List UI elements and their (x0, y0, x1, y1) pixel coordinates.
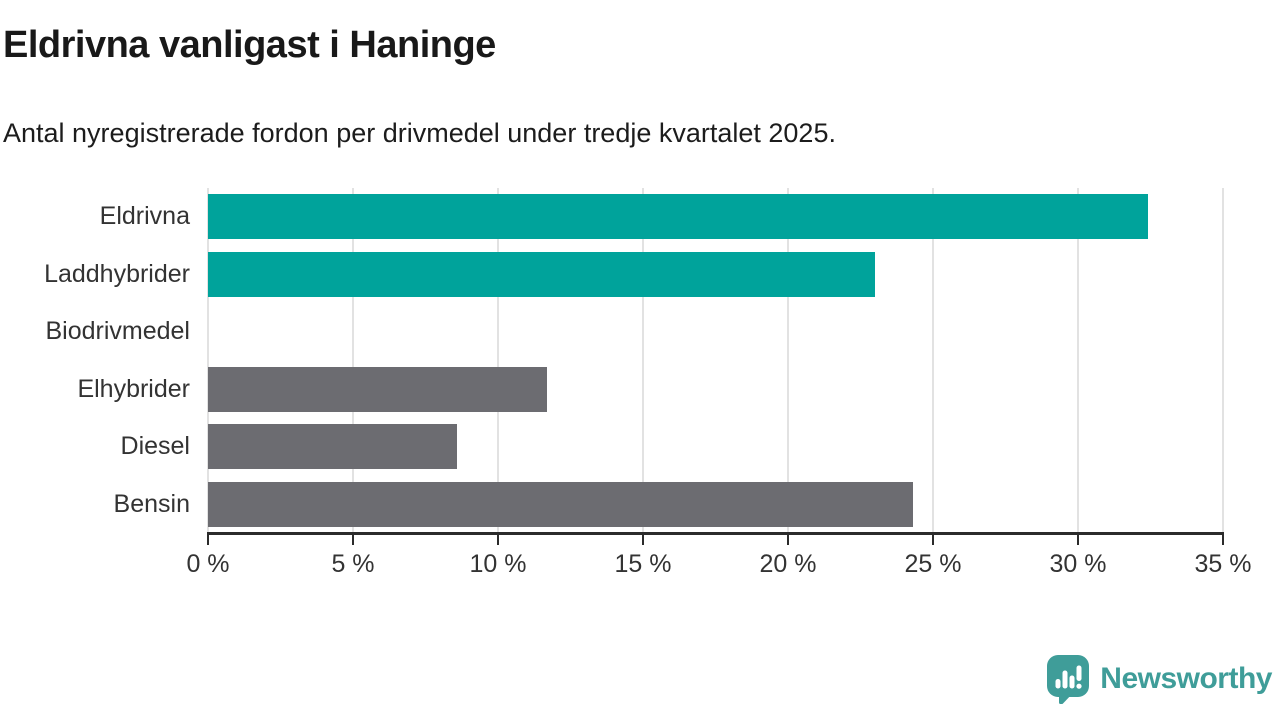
category-label: Eldrivna (99, 202, 190, 231)
gridline (1077, 188, 1079, 533)
gridline (932, 188, 934, 533)
x-tick-label: 10 % (469, 550, 527, 578)
x-tick-mark (642, 532, 644, 545)
category-label: Diesel (120, 432, 190, 461)
bar-elhybrider (208, 366, 548, 412)
plot-area (207, 188, 1224, 533)
x-tick-mark (932, 532, 934, 545)
x-tick-mark (786, 532, 789, 545)
chart-subtitle: Antal nyregistrerade fordon per drivmede… (3, 118, 836, 148)
bar-diesel (208, 424, 458, 470)
x-tick-mark (351, 532, 354, 545)
bar-laddhybrider (208, 251, 875, 297)
category-label: Biodrivmedel (45, 317, 190, 346)
x-tick-mark (496, 532, 499, 545)
chart-title: Eldrivna vanligast i Haninge (3, 24, 496, 66)
bar-bensin (208, 481, 913, 527)
category-label-column: Eldrivna Laddhybrider Biodrivmedel Elhybrid… (0, 188, 190, 533)
x-tick-label: 0 % (186, 550, 230, 578)
x-tick-label: 35 % (1194, 550, 1252, 578)
brand-name: Newsworthy (1100, 662, 1272, 695)
category-label: Laddhybrider (44, 259, 190, 288)
x-axis: 0 % 5 % 10 % 15 % 20 % 25 % 30 % 35 % (186, 532, 1251, 587)
x-axis-line (208, 532, 1223, 535)
brand-footer: Newsworthy (1045, 654, 1272, 704)
gridline (786, 188, 789, 533)
category-label: Bensin (113, 489, 190, 518)
gridline (642, 188, 644, 533)
newsworthy-logo-icon (1047, 655, 1090, 704)
gridline (1222, 188, 1224, 533)
x-tick-mark (1077, 532, 1079, 545)
bar-eldrivna (208, 194, 1148, 240)
gridline (496, 188, 499, 533)
x-tick-mark (207, 532, 209, 545)
x-tick-mark (1222, 532, 1224, 545)
x-tick-label: 30 % (1049, 550, 1107, 578)
gridline (207, 188, 209, 533)
gridline (351, 188, 354, 533)
x-tick-label: 15 % (614, 550, 672, 578)
category-label: Elhybrider (77, 374, 190, 403)
x-tick-label: 25 % (904, 550, 962, 578)
x-tick-label: 5 % (331, 550, 375, 578)
x-tick-label: 20 % (759, 550, 817, 578)
